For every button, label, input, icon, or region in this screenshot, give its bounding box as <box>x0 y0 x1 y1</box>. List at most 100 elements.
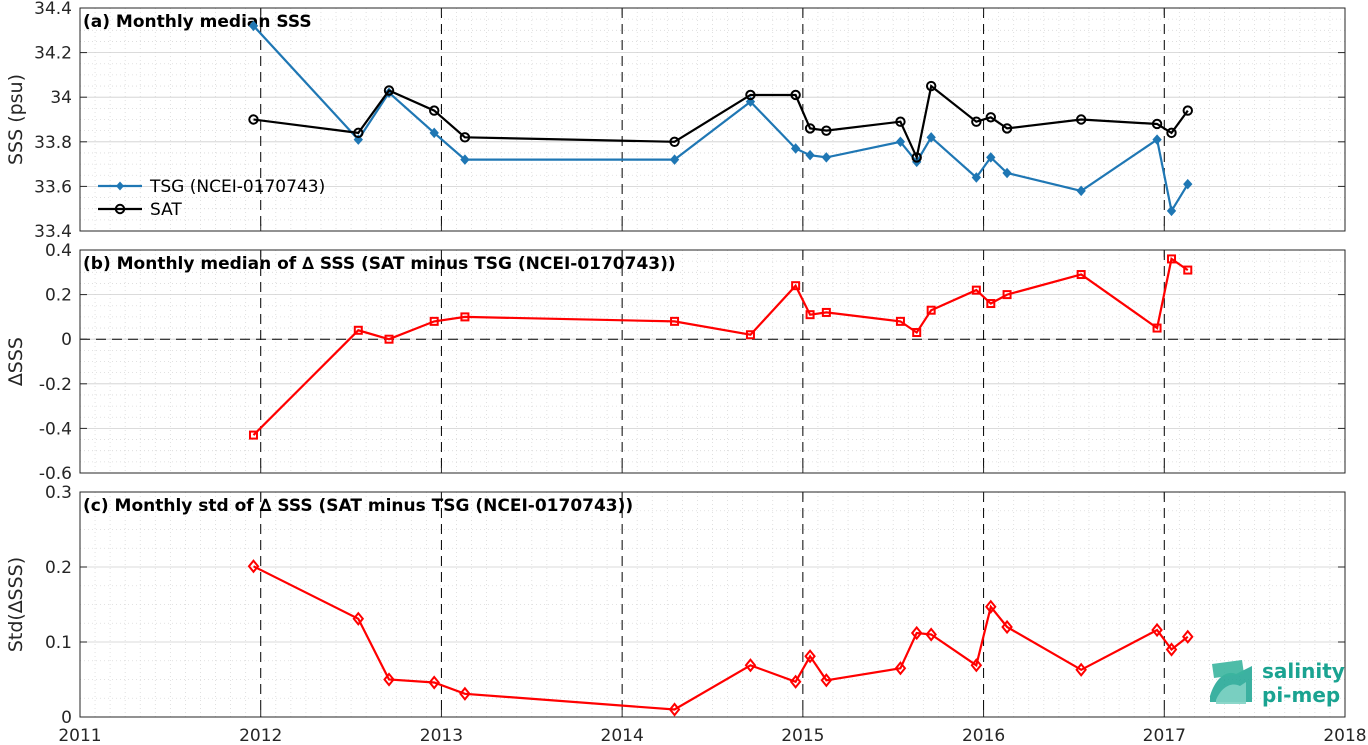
y-tick-label: 0.1 <box>45 633 72 653</box>
y-tick-label: -0.6 <box>39 464 72 484</box>
chart-panels: 33.4 33.6 33.8 34 34.2 34.4 SSS (psu) (a) Month… <box>5 0 1346 728</box>
grid <box>80 492 1345 717</box>
y-tick-label: 34.2 <box>34 44 72 64</box>
data-point <box>1075 114 1087 125</box>
data-point <box>460 154 470 165</box>
y-tick-label: 0.4 <box>45 241 72 261</box>
data-point <box>895 116 906 127</box>
data-point <box>668 702 681 717</box>
x-tick-label: 2014 <box>601 726 644 745</box>
x-axis-ticks: 2011 2012 2013 2014 2015 2016 2017 2018 <box>58 726 1366 745</box>
data-point <box>745 330 755 340</box>
data-point <box>805 149 815 161</box>
legend-marker <box>114 203 126 215</box>
panel-title: (c) Monthly std of ∆ SSS (SAT minus TSG … <box>83 496 633 516</box>
data-point <box>670 316 680 326</box>
data-point <box>912 328 922 338</box>
data-point <box>804 123 816 134</box>
series-line <box>252 257 1189 436</box>
data-point <box>459 132 471 143</box>
data-point <box>669 154 680 165</box>
data-point <box>986 152 996 163</box>
data-point <box>1151 118 1163 130</box>
data-point <box>791 281 801 291</box>
y-tick-label: 33.6 <box>34 177 72 197</box>
data-point <box>970 658 983 673</box>
data-point <box>926 305 936 315</box>
axis-frame <box>79 491 1346 718</box>
data-point <box>429 105 440 116</box>
x-tick-label: 2012 <box>239 726 282 745</box>
wave-logo-icon: salinity pi-mep <box>1210 659 1345 707</box>
data-point <box>459 686 471 701</box>
y-tick-label: 33.4 <box>34 222 72 242</box>
data-point <box>926 132 936 143</box>
series-0 <box>248 254 1193 440</box>
y-tick-label: 34 <box>50 88 72 108</box>
data-point <box>971 285 981 295</box>
y-tick-label: 0.2 <box>45 558 72 578</box>
data-point <box>821 152 832 163</box>
x-tick-label: 2015 <box>781 726 824 745</box>
data-point <box>247 559 260 574</box>
data-point <box>1151 622 1163 638</box>
data-point <box>353 127 364 139</box>
series-0 <box>248 20 1193 217</box>
year-lines <box>260 250 1165 473</box>
legend: TSG (NCEI-0170743) SAT <box>98 177 325 220</box>
data-point <box>1076 270 1086 280</box>
data-point <box>248 430 258 440</box>
series-line <box>252 25 1189 214</box>
data-point <box>1001 619 1013 635</box>
y-tick-label: 34.4 <box>34 0 72 19</box>
y-tick-label: 0 <box>61 708 72 728</box>
data-point <box>895 136 906 148</box>
data-point <box>353 325 363 335</box>
data-point <box>460 312 470 322</box>
panel-2: 0 0.1 0.2 0.3 Std(∆SSS) (c) Monthly std of ∆ … <box>5 483 1346 728</box>
x-tick-label: 2011 <box>58 726 101 745</box>
data-point <box>1183 178 1193 190</box>
data-point <box>1182 105 1193 116</box>
data-point <box>925 627 937 642</box>
data-point <box>352 611 365 626</box>
y-tick-label: -0.2 <box>39 375 72 395</box>
data-point <box>429 316 439 326</box>
data-point <box>895 316 905 326</box>
data-point <box>805 310 815 320</box>
data-point <box>1181 629 1194 644</box>
year-lines <box>260 492 1165 717</box>
salinity-pi-mep-logo: salinity pi-mep <box>1206 656 1366 708</box>
logo-line1: salinity <box>1262 659 1345 683</box>
data-point <box>821 307 831 317</box>
series-line <box>253 565 1189 711</box>
axis-frame <box>79 7 1346 232</box>
data-point <box>669 136 680 148</box>
data-point <box>1183 265 1193 275</box>
data-point <box>383 672 395 687</box>
data-point <box>821 125 832 136</box>
data-point <box>1002 167 1012 179</box>
data-point <box>428 675 440 690</box>
legend-label: TSG (NCEI-0170743) <box>149 177 325 197</box>
y-axis-label: Std(∆SSS) <box>5 557 27 652</box>
data-point <box>384 334 394 344</box>
data-point <box>744 658 757 673</box>
data-point <box>910 625 923 641</box>
y-tick-label: -0.4 <box>39 419 72 439</box>
data-point <box>971 116 982 127</box>
y-tick-label: 33.8 <box>34 133 72 153</box>
x-tick-label: 2017 <box>1143 726 1186 745</box>
data-point <box>1165 642 1178 657</box>
y-axis-label: ∆SSS <box>5 337 27 387</box>
panel-title: (b) Monthly median of ∆ SSS (SAT minus T… <box>83 254 676 274</box>
axis-frame <box>79 249 1346 474</box>
data-point <box>745 89 756 101</box>
logo-line2: pi-mep <box>1262 683 1340 707</box>
data-point <box>925 80 937 92</box>
x-tick-label: 2016 <box>962 726 1005 745</box>
y-tick-label: 0.3 <box>45 483 72 503</box>
data-point <box>971 172 982 183</box>
data-point <box>804 649 816 664</box>
